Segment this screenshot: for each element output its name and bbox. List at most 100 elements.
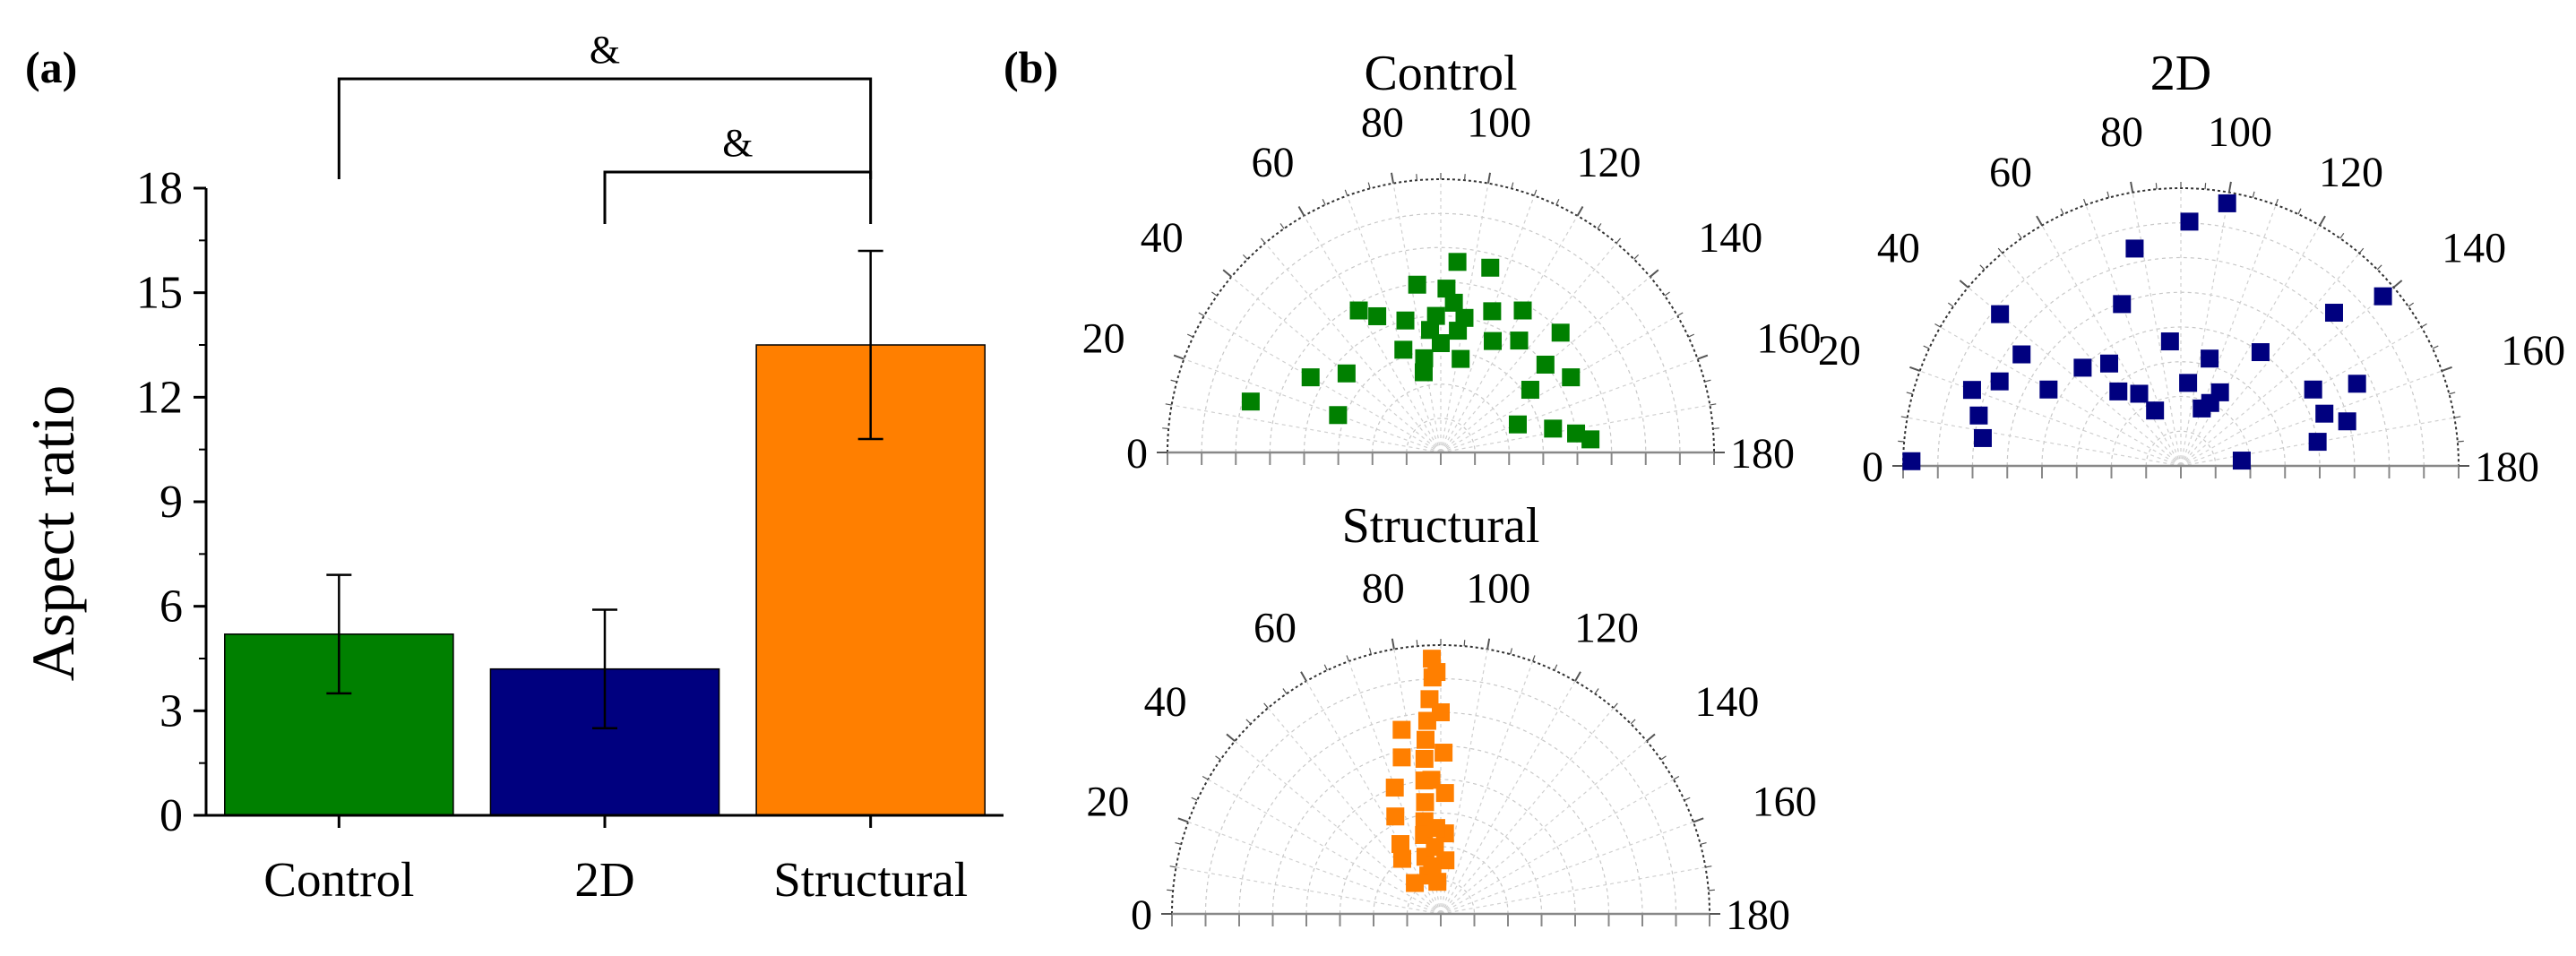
polar-angle-tick: [2449, 392, 2456, 395]
polar-grid-spoke: [1187, 821, 1442, 915]
polar-grid-spoke: [1171, 404, 1442, 453]
polar-point: [1510, 332, 1529, 350]
polar-angle-tick: [2408, 302, 2415, 307]
polar-point: [1417, 730, 1435, 749]
polar-angle-label: 60: [1254, 605, 1297, 652]
polar-angle-tick: [1700, 841, 1707, 845]
polar-point: [2374, 287, 2392, 306]
polar-point: [2180, 212, 2199, 231]
polar-angle-tick: [1165, 403, 1172, 406]
polar-point: [1513, 301, 1532, 320]
polar-angle-tick: [1242, 254, 1248, 260]
polar-angle-label: 0: [1126, 430, 1148, 478]
bar-y-tick-label: 3: [159, 685, 183, 736]
polar-angle-tick: [2358, 247, 2365, 254]
polar-angle-tick: [1934, 323, 1941, 328]
polar-grid-spoke: [1440, 866, 1706, 915]
polar-angle-label: 160: [2501, 327, 2565, 375]
polar-point: [1406, 874, 1425, 892]
polar-angle-tick: [1554, 664, 1558, 671]
polar-grid-spoke: [2041, 225, 2182, 467]
polar-point: [2201, 393, 2219, 412]
polar-angle-tick: [1173, 354, 1185, 360]
polar-grid-arc: [1271, 745, 1610, 915]
polar-angle-tick: [1684, 797, 1691, 801]
polar-grid-spoke: [1303, 215, 1442, 453]
polar-point: [1428, 873, 1447, 891]
polar-grid-arc: [1204, 677, 1677, 915]
polar-point: [1508, 415, 1527, 434]
polar-angle-tick: [1693, 817, 1704, 823]
polar-point: [1481, 258, 1500, 277]
polar-point: [1396, 311, 1415, 330]
polar-point: [2338, 412, 2356, 431]
polar-grid-arc: [1303, 314, 1579, 453]
polar-angle-tick: [2017, 232, 2022, 239]
polar-angle-tick: [1533, 189, 1538, 196]
polar-angle-tick: [2432, 345, 2439, 349]
polar-angle-tick: [1226, 733, 1236, 742]
polar-angle-tick: [1646, 733, 1656, 742]
polar-point: [1437, 280, 1456, 298]
polar-angle-tick: [2060, 208, 2064, 215]
bar-y-ticks: 0 3 6 9 12 15 18: [136, 163, 206, 841]
polar-point: [2125, 239, 2144, 258]
polar-angle-tick: [1245, 719, 1252, 725]
polar-angle-tick: [1368, 648, 1372, 655]
polar-angle-tick: [1615, 237, 1622, 244]
polar-point: [1408, 275, 1426, 294]
polar-grid-spoke: [1176, 866, 1442, 915]
bar-y-tick-label: 18: [136, 163, 183, 214]
polar-point: [1521, 381, 1539, 400]
polar-angle-tick: [1463, 640, 1466, 647]
polar-angle-tick: [2339, 232, 2345, 239]
polar-angle-tick: [1630, 719, 1636, 725]
polar-angle-tick: [1923, 345, 1930, 349]
bar-y-tick-label: 0: [159, 790, 183, 841]
polar-point: [1990, 372, 2009, 391]
polar-angle-label: 140: [1694, 678, 1759, 726]
polar-point: [2324, 304, 2343, 323]
polar-point: [1417, 711, 1436, 730]
bar-y-tick-label: 15: [136, 268, 183, 319]
polar-point: [1484, 332, 1503, 350]
polar-grid-spoke: [1440, 215, 1579, 453]
polar-plot-2d: 2D 0 20 40 60 80 100 120 140 160 180: [1818, 46, 2565, 491]
polar-angle-tick: [1959, 280, 1969, 289]
polar-angle-tick: [1979, 264, 1986, 271]
bar-y-tick-label: 9: [159, 477, 183, 528]
polar-angle-tick: [1997, 247, 2003, 254]
polar-point: [2304, 380, 2322, 399]
bar-category-label: Structural: [773, 852, 968, 907]
polar-point: [2039, 380, 2058, 399]
polar-angle-tick: [1594, 688, 1599, 694]
polar-grid-spoke: [1440, 660, 1534, 915]
polar-point: [1544, 419, 1563, 438]
polar-point: [1444, 293, 1463, 312]
polar-angle-label: 20: [1818, 327, 1861, 375]
polar-angle-tick: [2454, 416, 2461, 418]
polar-angle-tick: [1297, 205, 1305, 217]
polar-angle-label: 20: [1086, 778, 1129, 825]
polar-point: [2012, 345, 2031, 364]
polar-grid-spoke: [2180, 370, 2442, 467]
bar-y-tick-label: 6: [159, 581, 183, 633]
polar-grid-spoke: [1440, 242, 1617, 453]
polar-outer-arc: [1902, 187, 2460, 467]
polar-angle-tick: [1167, 889, 1174, 891]
polar-angle-tick: [1510, 648, 1513, 655]
polar-plot-structural: Structural 0 20 40 60 80 100 120 140 160 180: [1086, 498, 1816, 939]
polar-grid-spoke: [1440, 821, 1694, 915]
significance-bracket: [337, 77, 873, 179]
polar-point: [1421, 321, 1440, 340]
polar-angle-label: 80: [1362, 565, 1405, 613]
polar-angle-tick: [1169, 866, 1176, 868]
bar-category-label: 2D: [574, 852, 634, 907]
polar-angle-label: 80: [2100, 108, 2143, 156]
polar-grid-arc: [1372, 383, 1510, 453]
polar-angle-tick: [1676, 312, 1684, 317]
polar-angle-tick: [1705, 866, 1712, 868]
polar-point: [1415, 349, 1434, 367]
polar-point: [1329, 406, 1348, 425]
polar-point: [2146, 401, 2165, 420]
